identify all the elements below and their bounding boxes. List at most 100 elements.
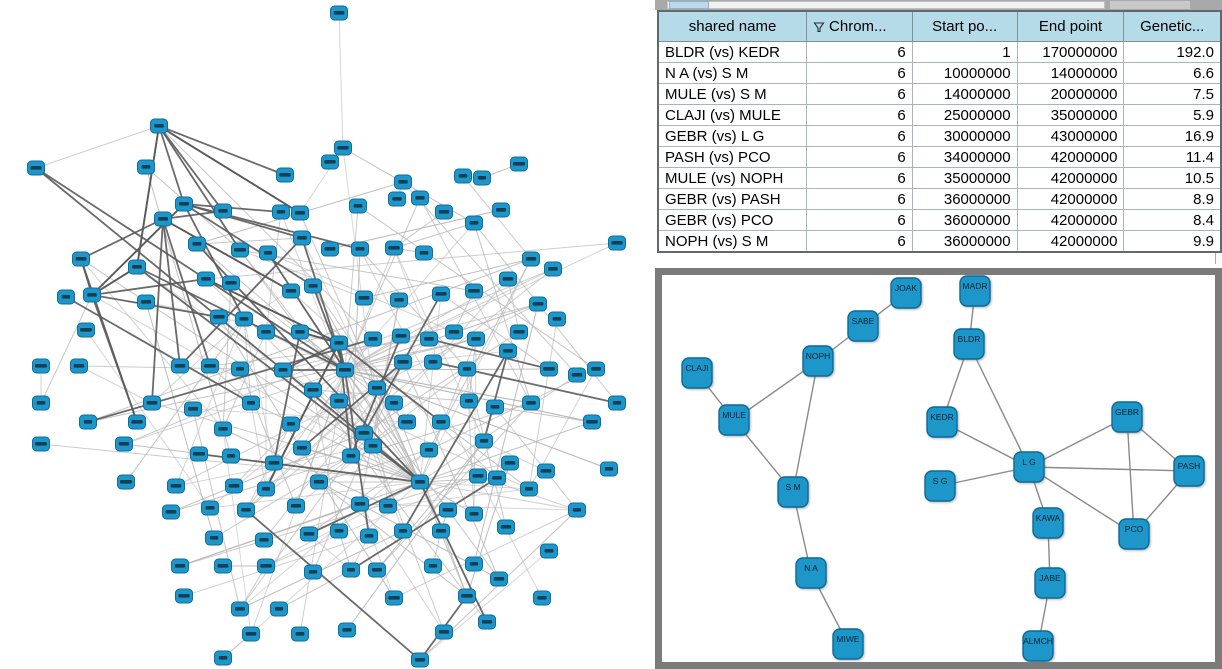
graph-node[interactable] xyxy=(349,198,367,214)
graph-node[interactable] xyxy=(360,528,378,544)
graph-node[interactable] xyxy=(274,362,292,378)
graph-edge[interactable] xyxy=(1028,416,1128,468)
graph-node[interactable] xyxy=(336,362,354,378)
graph-node[interactable] xyxy=(257,324,275,340)
graph-node-s-m[interactable]: S M xyxy=(777,476,809,508)
graph-node-kawa[interactable]: KAWA xyxy=(1032,507,1064,539)
graph-node[interactable] xyxy=(388,191,406,207)
graph-node[interactable] xyxy=(469,468,487,484)
graph-node[interactable] xyxy=(368,380,386,396)
graph-node[interactable] xyxy=(411,652,429,668)
graph-node[interactable] xyxy=(458,361,476,377)
graph-node[interactable] xyxy=(394,174,412,190)
graph-node[interactable] xyxy=(415,245,433,261)
graph-node[interactable] xyxy=(587,361,605,377)
graph-node[interactable] xyxy=(175,588,193,604)
graph-edge[interactable] xyxy=(1028,466,1135,535)
graph-node[interactable] xyxy=(385,240,403,256)
graph-node[interactable] xyxy=(486,399,504,415)
graph-node[interactable] xyxy=(608,395,626,411)
graph-node[interactable] xyxy=(190,446,208,462)
graph-node[interactable] xyxy=(282,283,300,299)
graph-node[interactable] xyxy=(32,395,50,411)
graph-node[interactable] xyxy=(600,461,618,477)
graph-node[interactable] xyxy=(128,414,146,430)
table-row[interactable]: GEBR (vs) PASH 6 36000000 42000000 8.9 xyxy=(658,188,1222,210)
graph-node[interactable] xyxy=(533,590,551,606)
graph-node[interactable] xyxy=(355,425,373,441)
graph-node[interactable] xyxy=(77,322,95,338)
graph-node[interactable] xyxy=(330,335,348,351)
graph-node[interactable] xyxy=(137,159,155,175)
graph-node[interactable] xyxy=(150,118,168,134)
graph-node[interactable] xyxy=(214,558,232,574)
graph-node[interactable] xyxy=(385,590,403,606)
graph-node[interactable] xyxy=(522,395,540,411)
graph-node[interactable] xyxy=(222,448,240,464)
graph-node[interactable] xyxy=(583,414,601,430)
graph-node[interactable] xyxy=(210,309,228,325)
graph-node-s-g[interactable]: S G xyxy=(924,470,956,502)
graph-node-noph[interactable]: NOPH xyxy=(802,345,834,377)
graph-node[interactable] xyxy=(392,328,410,344)
graph-node[interactable] xyxy=(214,203,232,219)
graph-node-jabe[interactable]: JABE xyxy=(1034,567,1066,599)
graph-node[interactable] xyxy=(411,190,429,206)
graph-node[interactable] xyxy=(197,271,215,287)
graph-node[interactable] xyxy=(510,156,528,172)
graph-node[interactable] xyxy=(379,498,397,514)
graph-node[interactable] xyxy=(321,154,339,170)
overview-network-view[interactable]: JOAK SABE NOPH CLAJI MULE S M N A MIWE MADR BLDR K… xyxy=(655,268,1222,669)
graph-node[interactable] xyxy=(201,500,219,516)
graph-node-sabe[interactable]: SABE xyxy=(847,310,879,342)
graph-node[interactable] xyxy=(420,331,438,347)
graph-node[interactable] xyxy=(214,421,232,437)
graph-node[interactable] xyxy=(540,361,558,377)
graph-node[interactable] xyxy=(334,140,352,156)
table-row[interactable]: MULE (vs) NOPH 6 35000000 42000000 10.5 xyxy=(658,167,1222,189)
graph-node[interactable] xyxy=(330,393,348,409)
column-header-shared-name[interactable]: shared name xyxy=(658,11,808,42)
graph-node[interactable] xyxy=(510,324,528,340)
graph-node[interactable] xyxy=(115,436,133,452)
graph-node[interactable] xyxy=(70,358,88,374)
graph-node[interactable] xyxy=(214,650,232,666)
graph-node[interactable] xyxy=(257,481,275,497)
graph-node[interactable] xyxy=(460,393,478,409)
graph-node[interactable] xyxy=(291,626,309,642)
graph-node-pash[interactable]: PASH xyxy=(1173,455,1205,487)
graph-node[interactable] xyxy=(501,455,519,471)
graph-node[interactable] xyxy=(420,442,438,458)
graph-node[interactable] xyxy=(432,414,450,430)
graph-node[interactable] xyxy=(143,395,161,411)
graph-node[interactable] xyxy=(499,271,517,287)
graph-node[interactable] xyxy=(270,601,288,617)
scrollbar-thumb[interactable] xyxy=(669,1,709,9)
graph-node[interactable] xyxy=(520,481,538,497)
graph-node[interactable] xyxy=(435,624,453,640)
graph-node[interactable] xyxy=(255,532,273,548)
graph-node[interactable] xyxy=(231,242,249,258)
graph-node[interactable] xyxy=(497,519,515,535)
graph-node[interactable] xyxy=(454,168,472,184)
graph-node[interactable] xyxy=(237,502,255,518)
graph-node[interactable] xyxy=(522,251,540,267)
graph-node[interactable] xyxy=(544,261,562,277)
graph-node[interactable] xyxy=(257,558,275,574)
graph-node[interactable] xyxy=(171,558,189,574)
graph-node[interactable] xyxy=(439,502,457,518)
graph-node[interactable] xyxy=(137,294,155,310)
graph-node[interactable] xyxy=(465,283,483,299)
graph-node[interactable] xyxy=(475,433,493,449)
graph-node[interactable] xyxy=(364,438,382,454)
graph-node[interactable] xyxy=(394,354,412,370)
graph-edge[interactable] xyxy=(1028,466,1190,472)
graph-edge[interactable] xyxy=(1126,416,1135,535)
graph-node[interactable] xyxy=(222,275,240,291)
graph-node[interactable] xyxy=(242,395,260,411)
graph-node[interactable] xyxy=(225,478,243,494)
graph-node[interactable] xyxy=(259,245,277,261)
graph-node[interactable] xyxy=(435,204,453,220)
graph-node[interactable] xyxy=(282,416,300,432)
graph-node[interactable] xyxy=(242,626,260,642)
